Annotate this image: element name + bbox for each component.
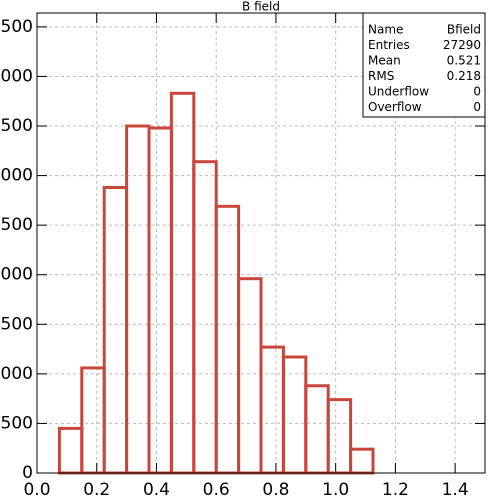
y-tick-label: 500 bbox=[1, 413, 33, 433]
y-tick-label: 3500 bbox=[0, 116, 33, 136]
x-tick-label: 0.8 bbox=[262, 480, 289, 500]
stats-label: Overflow bbox=[368, 100, 422, 114]
stats-box bbox=[362, 12, 486, 118]
x-tick-label: 1.4 bbox=[442, 480, 469, 500]
stats-label: RMS bbox=[368, 69, 394, 83]
frame bbox=[36, 12, 486, 474]
stats-label: Name bbox=[368, 23, 403, 37]
y-tick-label: 4000 bbox=[0, 66, 33, 86]
stats-label: Mean bbox=[368, 54, 401, 68]
y-tick-label: 1500 bbox=[0, 314, 33, 334]
y-tick-label: 3000 bbox=[0, 166, 33, 186]
stats-value: 0 bbox=[473, 85, 481, 99]
x-tick-label: 0.6 bbox=[203, 480, 230, 500]
x-tick-label: 0.2 bbox=[83, 480, 110, 500]
stats-value: Bfield bbox=[447, 23, 481, 37]
y-tick-label: 4500 bbox=[0, 17, 33, 37]
x-tick-label: 0.0 bbox=[23, 480, 50, 500]
y-tick-label: 2000 bbox=[0, 265, 33, 285]
stats-value: 0.521 bbox=[447, 54, 481, 68]
x-tick-label: 0.4 bbox=[143, 480, 170, 500]
y-tick-label: 0 bbox=[22, 463, 33, 483]
stats-label: Entries bbox=[368, 38, 410, 52]
y-tick-label: 1000 bbox=[0, 364, 33, 384]
x-tick-label: 1.2 bbox=[382, 480, 409, 500]
x-tick-label: 1.0 bbox=[322, 480, 349, 500]
stats-value: 0.218 bbox=[447, 69, 481, 83]
stats-label: Underflow bbox=[368, 85, 429, 99]
y-tick-label: 2500 bbox=[0, 215, 33, 235]
stats-value: 0 bbox=[473, 100, 481, 114]
stats-value: 27290 bbox=[443, 38, 481, 52]
chart-title: B field bbox=[242, 0, 280, 14]
